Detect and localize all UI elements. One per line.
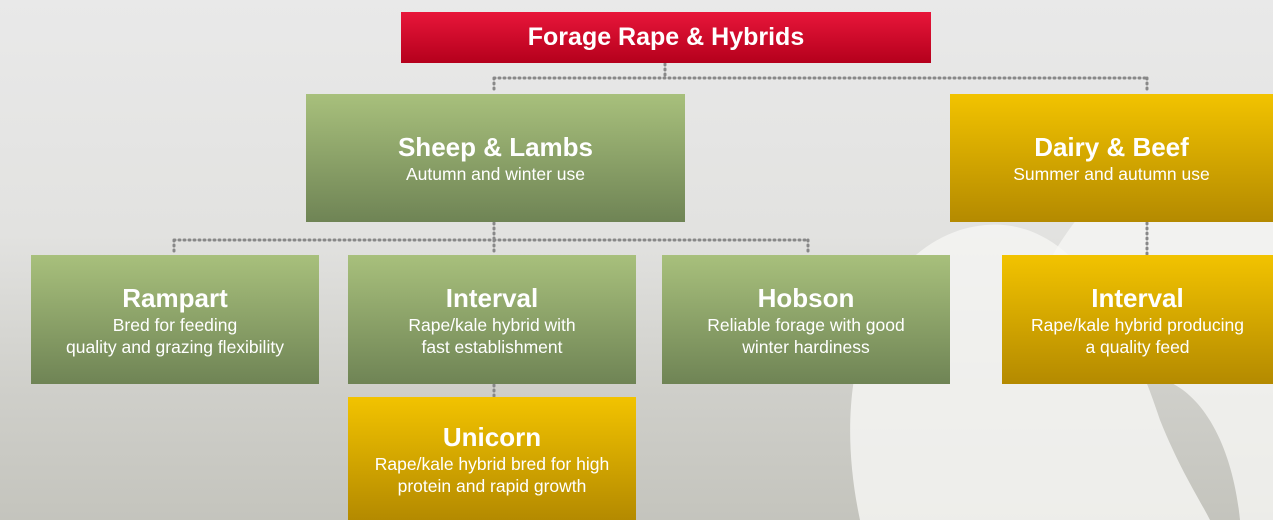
node-description: Autumn and winter use bbox=[406, 163, 585, 185]
node-title: Dairy & Beef bbox=[1034, 131, 1189, 163]
node-description: Rape/kale hybrid bred for high bbox=[375, 453, 609, 475]
node-description: fast establishment bbox=[421, 336, 562, 358]
node-title: Unicorn bbox=[443, 421, 541, 453]
diagram: Forage Rape & Hybrids Sheep & LambsAutum… bbox=[0, 0, 1273, 520]
node-description: Rape/kale hybrid with bbox=[408, 314, 575, 336]
node-description: protein and rapid growth bbox=[398, 475, 587, 497]
node-description: Reliable forage with good bbox=[707, 314, 905, 336]
root-title: Forage Rape & Hybrids bbox=[528, 23, 804, 52]
root-node: Forage Rape & Hybrids bbox=[401, 12, 931, 63]
node-title: Interval bbox=[1091, 282, 1184, 314]
node-description: winter hardiness bbox=[742, 336, 869, 358]
node-description: Rape/kale hybrid producing bbox=[1031, 314, 1244, 336]
node-description: quality and grazing flexibility bbox=[66, 336, 284, 358]
node-description: a quality feed bbox=[1085, 336, 1189, 358]
node-title: Rampart bbox=[122, 282, 227, 314]
node-description: Bred for feeding bbox=[113, 314, 238, 336]
node-title: Sheep & Lambs bbox=[398, 131, 593, 163]
node-title: Interval bbox=[446, 282, 539, 314]
node-description: Summer and autumn use bbox=[1013, 163, 1210, 185]
node-title: Hobson bbox=[758, 282, 855, 314]
